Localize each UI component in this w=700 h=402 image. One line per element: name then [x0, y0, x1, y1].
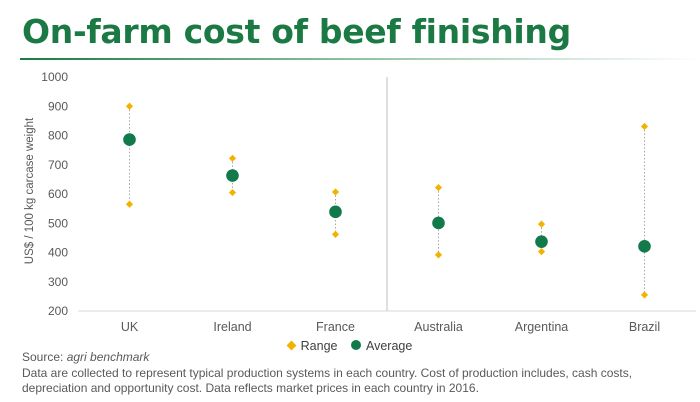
average-point: [535, 235, 548, 248]
chart-title: On-farm cost of beef finishing: [22, 12, 571, 51]
range-diamond-marker: [331, 230, 340, 238]
x-axis-categories: UK Ireland France Australia Argentina Brazil: [121, 320, 660, 334]
average-markers: [123, 133, 651, 253]
y-tick-label: 900: [48, 99, 68, 113]
x-category-label: Australia: [414, 320, 463, 334]
footnote: Data are collected to represent typical …: [22, 365, 633, 396]
legend: Range Average: [0, 338, 700, 353]
range-diamond-marker: [537, 248, 546, 256]
range-diamond-marker: [228, 188, 237, 197]
x-category-label: Brazil: [629, 320, 660, 334]
legend-item-average: Average: [350, 338, 413, 353]
average-point: [432, 216, 445, 230]
y-axis-title: US$ / 100 kg carcase weight: [24, 117, 36, 264]
range-diamond-marker: [640, 291, 649, 299]
range-diamond-marker: [125, 200, 134, 208]
range-diamond-marker: [434, 183, 443, 192]
x-category-label: Argentina: [515, 320, 569, 334]
y-tick-label: 800: [48, 129, 68, 143]
range-diamond-marker: [434, 251, 443, 259]
source-line: Source: agri benchmark: [22, 350, 692, 366]
source-label: Source:: [22, 350, 64, 364]
footer: Source: agri benchmark Data are collecte…: [22, 350, 692, 397]
average-point: [638, 240, 651, 253]
x-category-label: UK: [121, 320, 139, 334]
range-diamond-marker: [537, 220, 546, 228]
chart-plot: US$ / 100 kg carcase weight 200 300 400 500…: [24, 70, 696, 334]
y-tick-label: 500: [48, 216, 68, 230]
legend-label-range: Range: [300, 338, 338, 353]
range-markers: [125, 102, 649, 299]
x-category-label: France: [316, 320, 355, 334]
y-axis-ticks: 200 300 400 500 600 700 800 900 1000: [41, 70, 68, 318]
legend-item-range: Range: [286, 338, 338, 353]
average-point: [329, 205, 342, 219]
legend-label-average: Average: [365, 338, 413, 353]
range-diamond-marker: [331, 188, 340, 196]
x-category-label: Ireland: [213, 320, 251, 334]
average-point: [123, 133, 136, 146]
source-name: agri benchmark: [66, 350, 150, 364]
average-dot-icon: [350, 340, 361, 351]
range-diamond-marker: [228, 154, 237, 162]
range-diamond-icon: [286, 340, 297, 351]
y-tick-label: 1000: [41, 70, 68, 84]
average-point: [226, 169, 239, 182]
y-tick-label: 200: [48, 304, 68, 318]
title-underline: [20, 58, 700, 60]
range-diamond-marker: [640, 122, 649, 131]
range-diamond-marker: [125, 102, 134, 110]
y-tick-label: 600: [48, 187, 68, 201]
y-tick-label: 300: [48, 275, 68, 289]
y-tick-label: 400: [48, 246, 68, 260]
y-tick-label: 700: [48, 158, 68, 172]
